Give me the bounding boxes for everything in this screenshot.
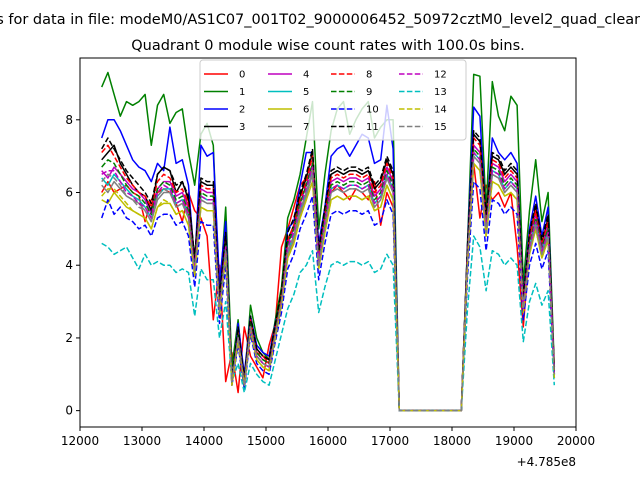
legend-label-14: 14	[434, 105, 447, 116]
series-line-11	[101, 129, 556, 412]
series-line-10	[100, 180, 556, 412]
legend-label-13: 13	[434, 87, 447, 98]
legend-label-0: 0	[239, 70, 245, 81]
x-tick-label: 15000	[247, 434, 285, 448]
legend-label-10: 10	[366, 105, 379, 116]
legend-label-7: 7	[303, 122, 309, 133]
x-tick-label: 13000	[123, 434, 161, 448]
y-tick-label: 8	[65, 113, 73, 127]
series-line-13	[101, 235, 556, 412]
legend-label-6: 6	[303, 105, 309, 116]
series-line-15	[101, 155, 556, 412]
series-line-1	[101, 71, 556, 412]
legend-label-1: 1	[239, 87, 245, 98]
y-tick-label: 2	[65, 331, 73, 345]
x-tick-label: 18000	[433, 434, 471, 448]
x-tick-label: 16000	[309, 434, 347, 448]
legend-label-9: 9	[366, 87, 372, 98]
series-layer	[100, 71, 556, 412]
y-tick-label: 0	[65, 404, 73, 418]
x-tick-label: 17000	[371, 434, 409, 448]
x-offset-label: +4.785e8	[517, 455, 576, 469]
figure-suptitle: Plots for data in file: modeM0/AS1C07_00…	[0, 12, 640, 28]
x-tick-label: 19000	[495, 434, 533, 448]
y-tick-label: 4	[65, 258, 73, 272]
legend-label-4: 4	[303, 70, 309, 81]
series-line-14	[101, 162, 556, 412]
legend-box	[199, 59, 467, 141]
legend-label-8: 8	[366, 70, 372, 81]
legend-label-3: 3	[239, 122, 245, 133]
chart-title: Quadrant 0 module wise count rates with …	[131, 38, 525, 54]
x-tick-label: 12000	[61, 434, 99, 448]
x-tick-label: 14000	[185, 434, 223, 448]
x-tick-label: 20000	[557, 434, 595, 448]
legend-label-5: 5	[303, 87, 309, 98]
legend-label-12: 12	[434, 70, 447, 81]
legend-label-11: 11	[366, 122, 379, 133]
legend-label-2: 2	[239, 105, 245, 116]
ticks-layer: 12000 13000 14000 15000 16000 17000 18000 19000…	[61, 113, 595, 448]
legend-label-15: 15	[434, 122, 447, 133]
y-tick-label: 6	[65, 186, 73, 200]
